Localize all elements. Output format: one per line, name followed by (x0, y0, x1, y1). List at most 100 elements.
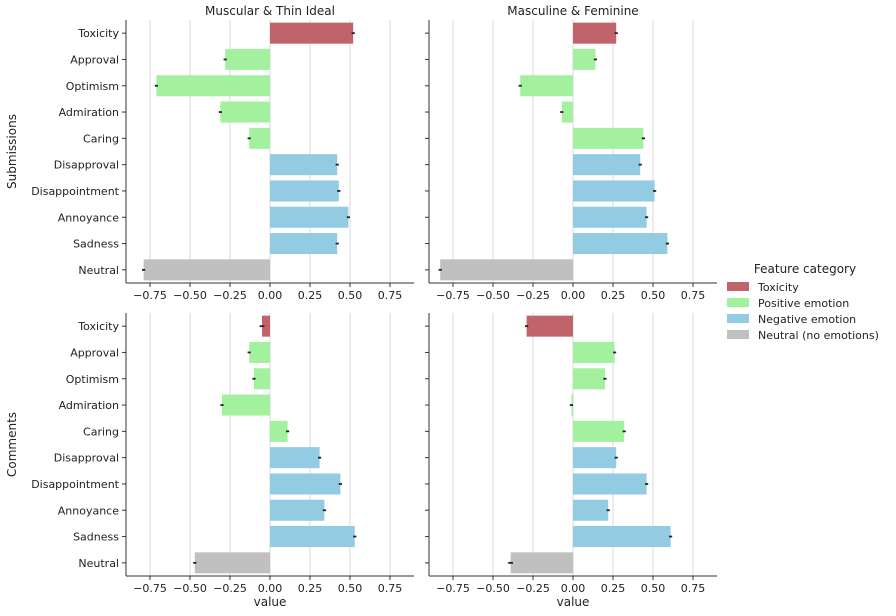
bar-neutral (194, 552, 270, 574)
y-tick-label: Sadness (73, 531, 119, 544)
y-tick-label: Admiration (59, 399, 119, 412)
x-tick-label: −0.25 (213, 289, 247, 302)
bar-approval (249, 341, 270, 363)
bar-sadness (270, 233, 338, 255)
legend-swatch (727, 314, 749, 323)
y-tick-label: Approval (70, 346, 119, 359)
chart-legend: Feature category Toxicity Positive emotion… (727, 262, 879, 342)
legend-entry-label: Neutral (no emotions) (758, 329, 879, 342)
bar-optimism (520, 75, 573, 97)
bar-caring (270, 420, 288, 442)
y-tick-label: Caring (83, 132, 119, 145)
y-tick-label: Annoyance (58, 504, 119, 517)
legend-title: Feature category (754, 262, 856, 276)
bar-neutral (440, 259, 573, 281)
y-tick-label: Optimism (66, 373, 119, 386)
x-tick-label: 0.25 (601, 582, 626, 595)
bar-approval (573, 48, 596, 70)
x-tick-label: −0.75 (436, 582, 470, 595)
bar-toxicity (573, 22, 617, 44)
y-tick-label: Disapproval (54, 452, 119, 465)
bar-neutral (510, 552, 573, 574)
x-tick-label: −0.75 (436, 289, 470, 302)
y-tick-label: Neutral (78, 557, 119, 570)
y-tick-label: Neutral (78, 264, 119, 277)
y-tick-label: Admiration (59, 106, 119, 119)
legend-entry-label: Positive emotion (758, 297, 849, 310)
bar-toxicity (262, 315, 270, 337)
x-tick-label: −0.25 (516, 289, 550, 302)
bar-approval (573, 341, 615, 363)
legend-swatch (727, 282, 749, 291)
bar-disappointment (270, 180, 339, 202)
bar-disapproval (270, 154, 338, 176)
y-tick-label: Disapproval (54, 159, 119, 172)
bar-annoyance (573, 206, 647, 228)
x-tick-label: 0.00 (258, 582, 283, 595)
bar-disappointment (270, 473, 341, 495)
bar-annoyance (270, 499, 325, 521)
bar-sadness (270, 526, 355, 548)
x-tick-label: 0.00 (561, 289, 586, 302)
y-tick-label: Toxicity (77, 27, 119, 40)
x-tick-label: −0.25 (213, 582, 247, 595)
bar-admiration (561, 101, 573, 123)
x-tick-label: 0.75 (681, 289, 706, 302)
panel-0-1: −0.75 −0.50 −0.25 0.00 0.25 0.50 0.75 Masculine… (425, 4, 717, 302)
x-tick-label: 0.25 (601, 289, 626, 302)
bar-toxicity (270, 22, 354, 44)
bar-optimism (156, 75, 270, 97)
bar-disapproval (270, 447, 320, 469)
x-tick-label: −0.75 (133, 289, 167, 302)
x-axis-label: value (557, 595, 590, 609)
bar-disapproval (573, 154, 641, 176)
y-tick-label: Toxicity (77, 320, 119, 333)
y-tick-label: Disappointment (31, 478, 119, 491)
y-tick-label: Disappointment (31, 185, 119, 198)
x-tick-label: 0.50 (641, 582, 666, 595)
x-tick-label: 0.50 (641, 289, 666, 302)
x-tick-label: −0.50 (173, 289, 207, 302)
bar-caring (573, 420, 625, 442)
column-title: Masculine & Feminine (507, 4, 638, 18)
bar-caring (249, 127, 270, 149)
chart-panels: Toxicity Approval Optimism Admiration Caring… (5, 4, 717, 609)
bar-neutral (143, 259, 270, 281)
x-tick-label: −0.50 (476, 582, 510, 595)
x-tick-label: 0.25 (298, 582, 323, 595)
x-axis-label: value (254, 595, 287, 609)
x-tick-label: −0.25 (516, 582, 550, 595)
y-tick-label: Annoyance (58, 211, 119, 224)
x-tick-label: 0.00 (258, 289, 283, 302)
bar-admiration (222, 394, 270, 416)
x-tick-label: 0.50 (338, 289, 363, 302)
legend-entry-label: Toxicity (757, 281, 799, 294)
panel-0-0: Toxicity Approval Optimism Admiration Caring… (31, 4, 414, 302)
x-tick-label: 0.00 (561, 582, 586, 595)
row-label: Comments (5, 412, 19, 477)
x-tick-label: 0.25 (298, 289, 323, 302)
x-tick-label: 0.75 (378, 289, 403, 302)
panel-1-0: Toxicity Approval Optimism Admiration Caring… (31, 313, 414, 609)
x-tick-label: −0.50 (476, 289, 510, 302)
bar-annoyance (573, 499, 609, 521)
column-title: Muscular & Thin Ideal (205, 4, 335, 18)
bar-caring (573, 127, 644, 149)
y-tick-label: Approval (70, 53, 119, 66)
bar-disappointment (573, 180, 655, 202)
bar-optimism (254, 368, 270, 390)
bar-approval (225, 48, 270, 70)
panel-1-1: −0.75 −0.50 −0.25 0.00 0.25 0.50 0.75 value (425, 313, 717, 609)
x-tick-label: −0.50 (173, 582, 207, 595)
bar-annoyance (270, 206, 349, 228)
x-tick-label: 0.75 (681, 582, 706, 595)
y-tick-label: Optimism (66, 80, 119, 93)
bar-optimism (573, 368, 605, 390)
legend-swatch (727, 330, 749, 339)
y-tick-label: Sadness (73, 238, 119, 251)
legend-swatch (727, 298, 749, 307)
x-tick-label: 0.75 (378, 582, 403, 595)
bar-admiration (220, 101, 270, 123)
bar-sadness (573, 526, 671, 548)
